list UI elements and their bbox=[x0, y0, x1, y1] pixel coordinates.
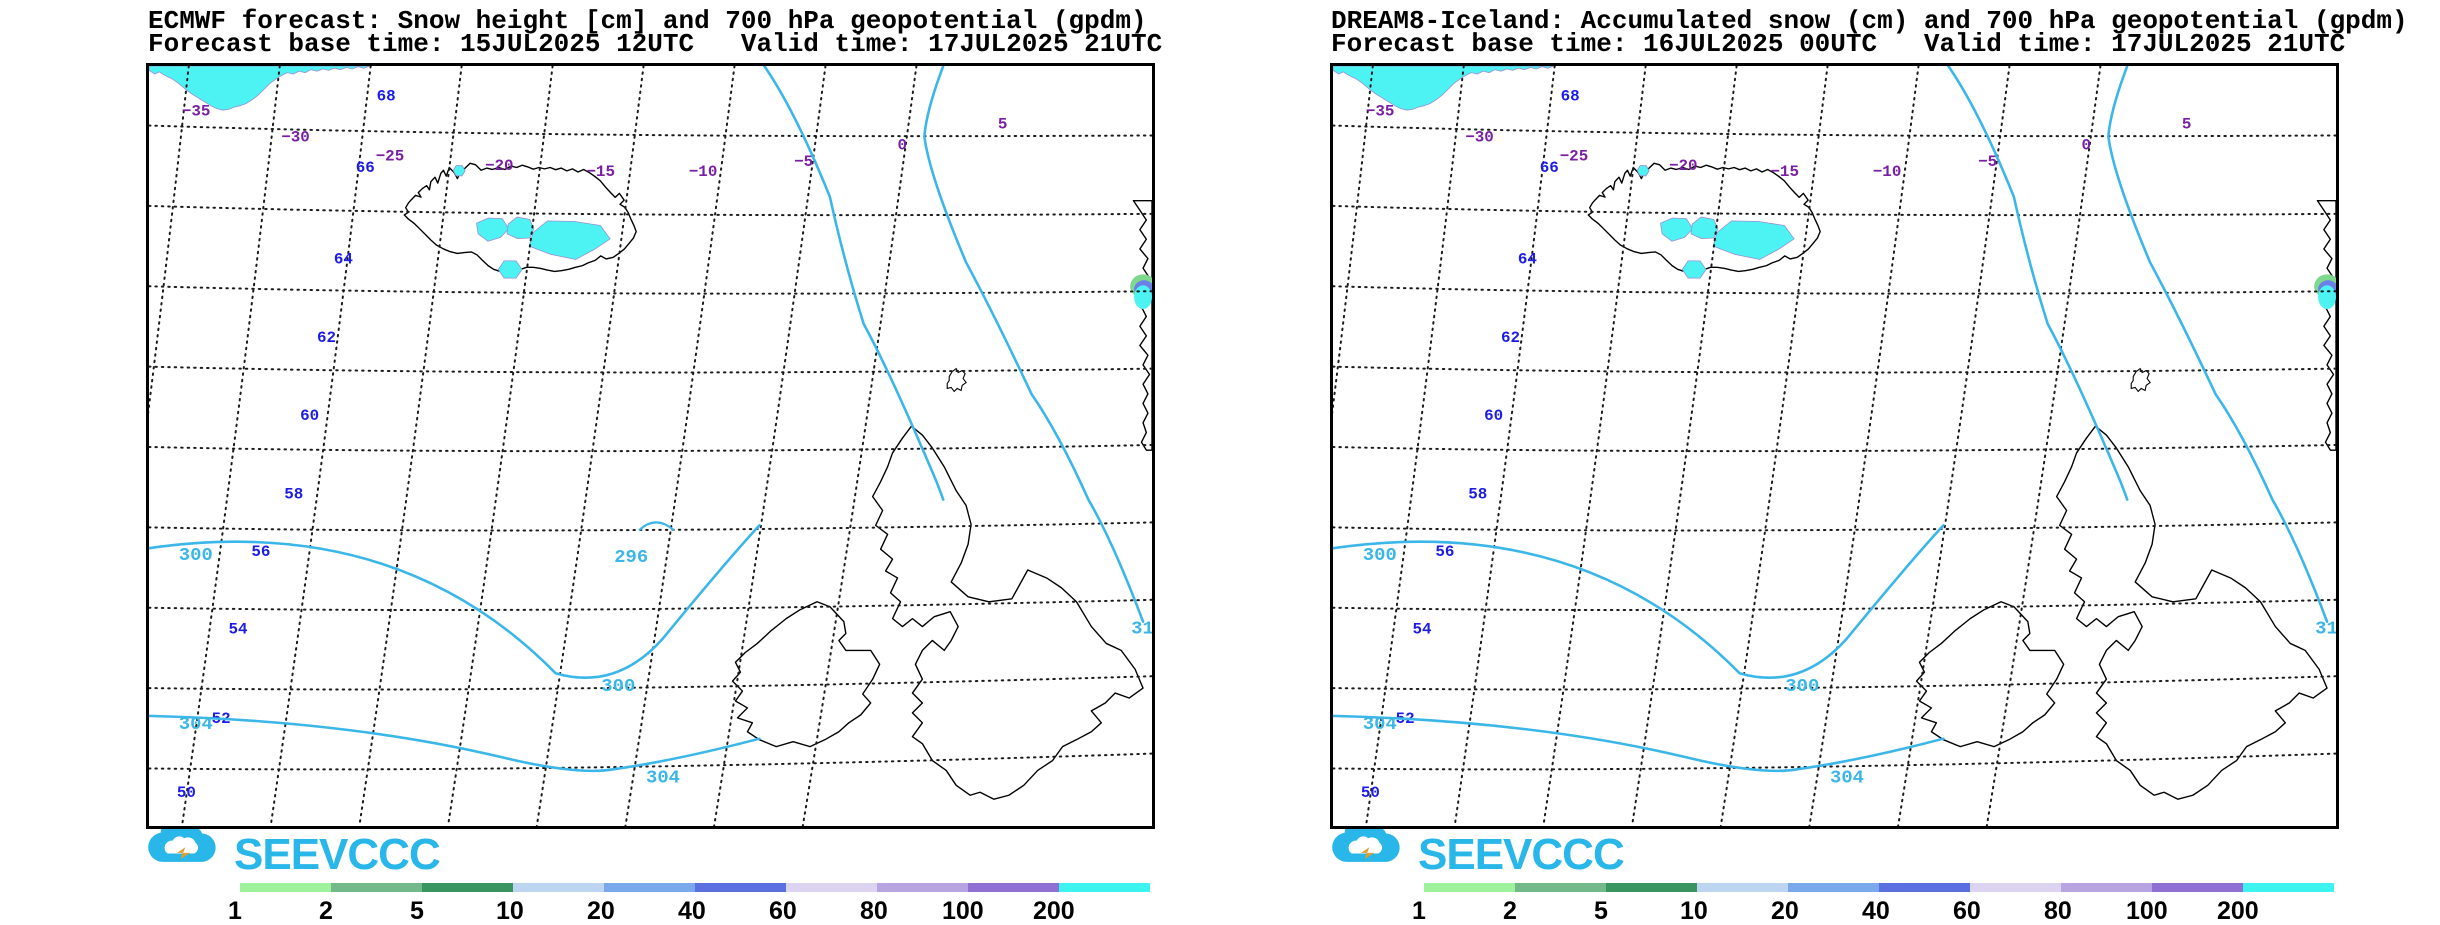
svg-text:300: 300 bbox=[601, 675, 635, 697]
svg-text:−35: −35 bbox=[1366, 103, 1395, 121]
svg-text:296: 296 bbox=[614, 546, 648, 568]
svg-text:50: 50 bbox=[1361, 784, 1380, 802]
svg-text:−10: −10 bbox=[689, 163, 718, 181]
svg-text:300: 300 bbox=[179, 544, 213, 566]
svg-text:56: 56 bbox=[1435, 543, 1454, 561]
svg-text:−5: −5 bbox=[1978, 153, 1997, 171]
svg-text:−35: −35 bbox=[182, 103, 211, 121]
svg-text:−20: −20 bbox=[485, 157, 514, 175]
svg-text:54: 54 bbox=[1413, 621, 1433, 639]
svg-text:31: 31 bbox=[1131, 618, 1152, 640]
svg-text:5: 5 bbox=[998, 116, 1008, 134]
svg-text:64: 64 bbox=[1518, 250, 1538, 268]
svg-text:0: 0 bbox=[2082, 136, 2092, 154]
svg-text:68: 68 bbox=[377, 88, 396, 106]
svg-text:56: 56 bbox=[251, 543, 270, 561]
svg-text:62: 62 bbox=[317, 329, 336, 347]
svg-text:54: 54 bbox=[229, 621, 249, 639]
svg-text:64: 64 bbox=[334, 250, 354, 268]
svg-text:66: 66 bbox=[356, 159, 375, 177]
svg-text:31: 31 bbox=[2315, 618, 2336, 640]
svg-text:0: 0 bbox=[898, 136, 908, 154]
svg-text:300: 300 bbox=[1363, 544, 1397, 566]
svg-text:50: 50 bbox=[177, 784, 196, 802]
svg-text:−15: −15 bbox=[1770, 163, 1799, 181]
svg-text:66: 66 bbox=[1540, 159, 1559, 177]
svg-text:−30: −30 bbox=[281, 128, 310, 146]
svg-text:60: 60 bbox=[300, 407, 319, 425]
svg-text:68: 68 bbox=[1561, 88, 1580, 106]
svg-text:304: 304 bbox=[646, 766, 680, 788]
svg-text:304: 304 bbox=[179, 713, 213, 735]
svg-text:−5: −5 bbox=[794, 153, 813, 171]
svg-text:−15: −15 bbox=[586, 163, 615, 181]
svg-text:58: 58 bbox=[284, 486, 303, 504]
svg-text:−20: −20 bbox=[1669, 157, 1698, 175]
svg-text:304: 304 bbox=[1830, 766, 1864, 788]
svg-text:62: 62 bbox=[1501, 329, 1520, 347]
svg-text:−30: −30 bbox=[1465, 128, 1494, 146]
svg-text:−10: −10 bbox=[1873, 163, 1902, 181]
svg-text:−25: −25 bbox=[1560, 147, 1589, 165]
svg-text:5: 5 bbox=[2182, 116, 2192, 134]
svg-text:300: 300 bbox=[1785, 675, 1819, 697]
svg-text:304: 304 bbox=[1363, 713, 1397, 735]
svg-text:60: 60 bbox=[1484, 407, 1503, 425]
svg-text:−25: −25 bbox=[376, 147, 405, 165]
svg-text:58: 58 bbox=[1468, 486, 1487, 504]
